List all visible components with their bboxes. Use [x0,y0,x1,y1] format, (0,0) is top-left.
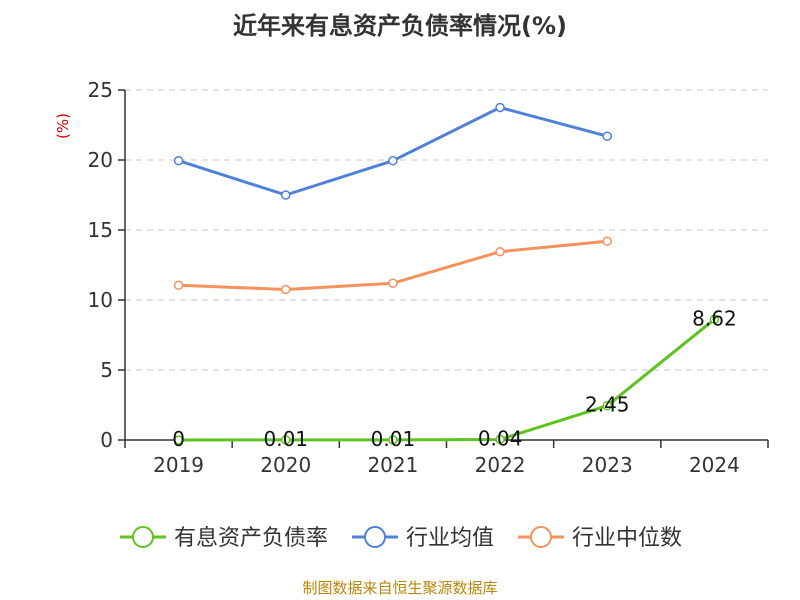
legend-label: 行业中位数 [572,526,682,551]
legend[interactable]: 有息资产负债率 行业均值 行业中位数 [120,526,682,551]
data-point[interactable] [173,155,184,166]
data-label: 2.45 [585,393,630,417]
data-label: 0.01 [263,427,308,451]
legend-marker [530,526,552,548]
series-line [177,317,716,442]
series-group [173,236,612,295]
data-point[interactable] [495,102,505,113]
y-tick-label: 25 [88,78,113,102]
x-tick-label: 2021 [367,453,418,477]
data-label: 0.04 [478,426,523,450]
legend-label: 行业均值 [406,526,494,551]
legend-marker [132,526,154,548]
x-tick-label: 2024 [689,453,740,477]
y-tick-label: 20 [88,148,113,172]
data-label: 0 [172,427,185,451]
chart-title: 近年来有息资产负债率情况(%) [233,12,567,40]
y-tick-label: 10 [88,288,113,312]
axes: 0 5 10 15 20 25 2019 2020 2021 2022 2023 2024 [88,78,769,477]
y-tick-label: 0 [100,428,113,452]
data-point[interactable] [281,435,291,445]
data-point[interactable] [709,314,720,325]
data-labels: 0 0.01 0.01 0.04 2.45 8.62 [172,306,736,451]
x-tick-label: 2023 [582,453,633,477]
series [173,102,720,445]
x-tick-label: 2022 [475,453,526,477]
legend-item[interactable]: 有息资产负债率 [120,526,328,551]
source-note: 制图数据来自恒生聚源数据库 [302,579,497,597]
legend-item[interactable]: 行业中位数 [518,526,682,551]
y-axis-label: (%) [54,113,72,139]
data-label: 0.01 [371,427,416,451]
legend-label: 有息资产负债率 [174,526,328,551]
legend-marker [364,526,386,548]
series-group [173,102,612,200]
x-tick-label: 2020 [260,453,311,477]
data-label: 8.62 [692,306,737,330]
data-point[interactable] [602,131,612,141]
series-line [177,106,609,197]
grid-lines [125,89,768,371]
data-point[interactable] [495,246,505,257]
data-point[interactable] [173,280,184,291]
data-point[interactable] [388,278,398,288]
x-tick-label: 2019 [153,453,204,477]
series-group [173,314,720,445]
data-point[interactable] [173,435,184,445]
data-point[interactable] [495,434,505,445]
y-tick-label: 15 [88,218,113,242]
data-point[interactable] [602,236,612,246]
data-point[interactable] [388,435,398,445]
legend-item[interactable]: 行业均值 [352,526,494,551]
y-tick-label: 5 [100,358,113,382]
data-point[interactable] [281,284,291,295]
data-point[interactable] [388,155,398,166]
data-point[interactable] [281,190,291,200]
data-point[interactable] [602,400,612,411]
